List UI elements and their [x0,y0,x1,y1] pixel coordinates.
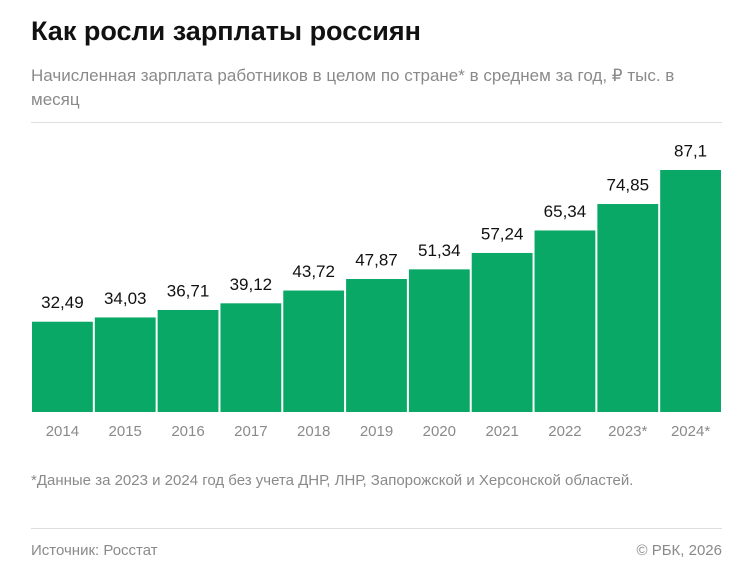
value-label: 57,24 [481,224,524,243]
bar [346,278,407,412]
value-label: 43,72 [292,262,335,281]
value-label: 36,71 [167,281,210,300]
bar [408,269,470,412]
x-tick-label: 2023* [608,423,647,440]
chart: 32,49 2014 34,03 2015 36,71 2016 39,12 2017 43,7… [32,141,721,440]
value-label: 51,34 [418,241,461,260]
copyright: © РБК, 2026 [636,542,722,559]
bar [283,290,345,412]
value-label: 47,87 [355,250,398,269]
x-tick-label: 2016 [171,423,204,440]
bar [471,252,533,412]
bar [157,310,219,412]
chart-subtitle: Начисленная зарплата работников в целом … [31,66,675,109]
value-label: 34,03 [104,289,147,308]
bar [597,204,659,412]
bar [94,317,156,412]
source: Источник: Росстат [31,542,158,559]
value-label: 87,1 [674,141,707,160]
value-label: 74,85 [606,176,649,195]
bar [534,230,596,412]
x-tick-label: 2014 [46,423,79,440]
bar [660,170,721,412]
x-tick-label: 2020 [423,423,456,440]
x-tick-label: 2021 [485,423,518,440]
x-tick-label: 2022 [548,423,581,440]
x-tick-label: 2017 [234,423,267,440]
x-tick-label: 2019 [360,423,393,440]
divider [31,122,722,123]
x-tick-label: 2024* [671,423,710,440]
value-label: 39,12 [230,275,273,294]
x-tick-label: 2018 [297,423,330,440]
footnote: *Данные за 2023 и 2024 год без учета ДНР… [31,472,634,489]
divider [31,528,722,529]
value-label: 65,34 [544,202,587,221]
value-label: 32,49 [41,293,84,312]
x-tick-label: 2015 [109,423,142,440]
bar [220,303,282,412]
bar [32,321,93,412]
chart-title: Как росли зарплаты россиян [31,16,421,46]
